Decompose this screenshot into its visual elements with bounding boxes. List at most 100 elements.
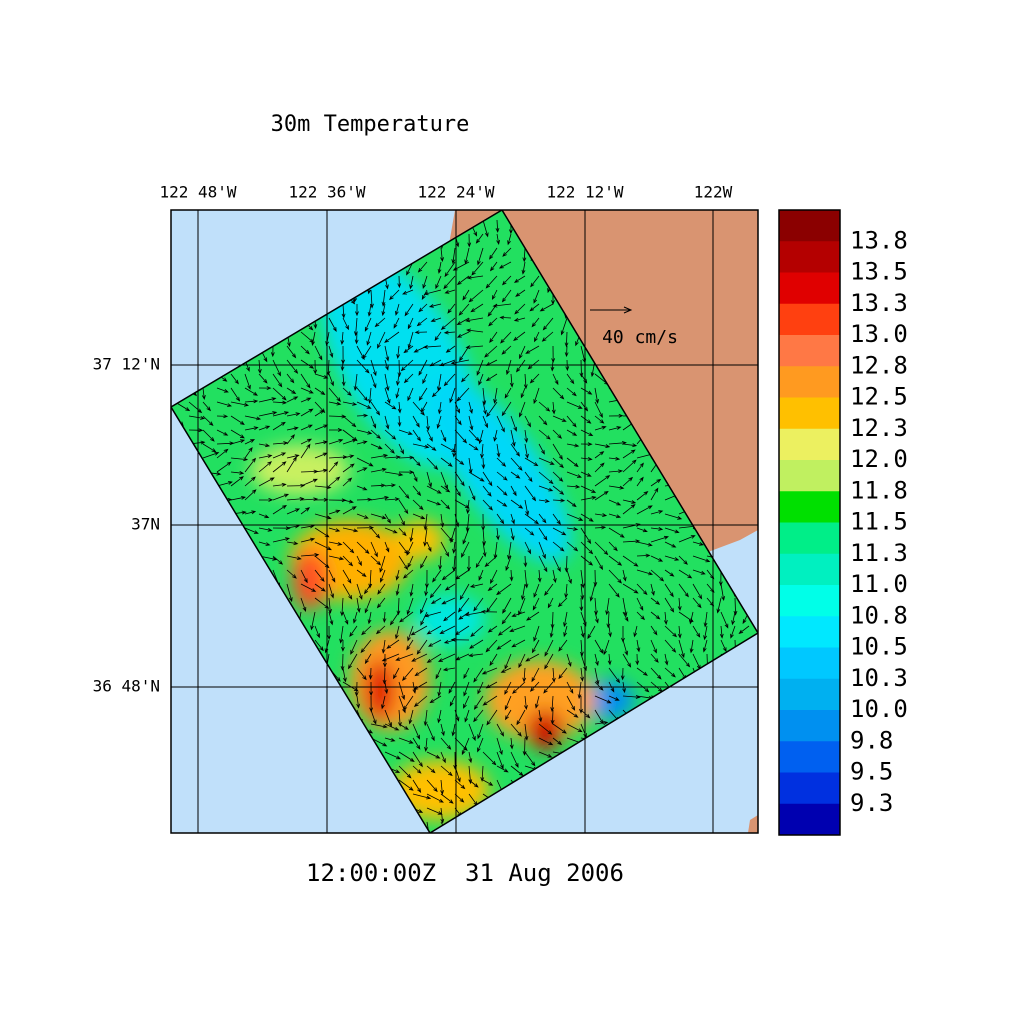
vector (300, 537, 316, 543)
vector (622, 459, 637, 473)
vector (341, 639, 345, 652)
vector (594, 462, 605, 473)
vector (339, 625, 344, 644)
vector (496, 737, 503, 756)
vector (468, 457, 473, 474)
vector (286, 345, 297, 359)
vector (300, 331, 315, 344)
vector (534, 331, 540, 343)
vector (523, 555, 528, 568)
vector (463, 695, 470, 709)
vector (286, 373, 295, 384)
vector (566, 695, 576, 711)
vector (420, 401, 428, 413)
vector (480, 609, 498, 614)
vector (367, 303, 372, 317)
vector (398, 723, 409, 730)
colorbar-label: 9.3 (850, 789, 893, 817)
vector (440, 429, 447, 443)
vector (500, 331, 512, 344)
vector (412, 401, 425, 416)
vector (412, 779, 422, 793)
vector (382, 611, 387, 624)
vector (272, 537, 291, 543)
vector (538, 555, 548, 573)
vector (407, 317, 414, 330)
vector (522, 667, 527, 683)
vector (216, 448, 229, 459)
vector (202, 401, 211, 412)
vector (504, 709, 512, 721)
vector (587, 625, 596, 640)
vector (622, 639, 629, 656)
vector (398, 455, 415, 460)
vector (272, 482, 287, 487)
vector (395, 569, 400, 581)
vector (328, 527, 341, 532)
vector (478, 569, 484, 581)
vector (502, 597, 512, 614)
vector (244, 527, 259, 534)
vector (426, 443, 437, 451)
vector (518, 653, 526, 669)
vector (328, 569, 336, 583)
vector (442, 667, 456, 672)
vector (524, 541, 532, 555)
vector (496, 485, 508, 496)
vector (720, 611, 729, 629)
vector (244, 426, 259, 431)
vector (477, 681, 484, 695)
vector (370, 483, 386, 488)
vector (356, 485, 368, 491)
vector (258, 386, 272, 390)
vector (426, 429, 433, 442)
vector (272, 493, 290, 501)
vector (440, 541, 450, 557)
vector (407, 625, 414, 642)
vector (314, 625, 320, 639)
vector (526, 611, 540, 621)
vector (459, 583, 470, 601)
vector (580, 555, 594, 566)
vector (689, 639, 694, 654)
vector (608, 469, 624, 474)
colorbar-label: 10.8 (850, 601, 908, 629)
vector (469, 639, 484, 649)
vector (258, 397, 277, 403)
colorbar-label: 13.0 (850, 320, 908, 348)
vector (650, 597, 661, 605)
vector (412, 457, 421, 467)
vector (451, 723, 456, 737)
vector (386, 639, 400, 649)
vector (270, 345, 275, 358)
vector (515, 359, 526, 373)
vector (300, 408, 314, 417)
vector (507, 233, 512, 246)
vector (398, 555, 409, 571)
vector (692, 583, 703, 600)
vector (458, 611, 470, 620)
vector (475, 233, 484, 244)
vector (538, 709, 543, 723)
vector (440, 751, 446, 764)
vector (529, 373, 540, 384)
vector (535, 695, 540, 709)
vector (426, 653, 442, 663)
vector (342, 401, 358, 406)
vector (356, 513, 369, 519)
colorbar-swatch (779, 397, 840, 430)
vector (493, 387, 498, 404)
vector (468, 653, 484, 658)
vector (398, 681, 405, 701)
vector (216, 429, 229, 436)
vector (650, 653, 659, 663)
vector (510, 415, 517, 432)
vector (552, 457, 564, 469)
vector (716, 597, 722, 614)
vector (360, 639, 372, 654)
vector (414, 330, 428, 335)
vector (342, 611, 349, 625)
vector (230, 476, 244, 487)
vector (341, 373, 346, 387)
vector (328, 401, 342, 406)
